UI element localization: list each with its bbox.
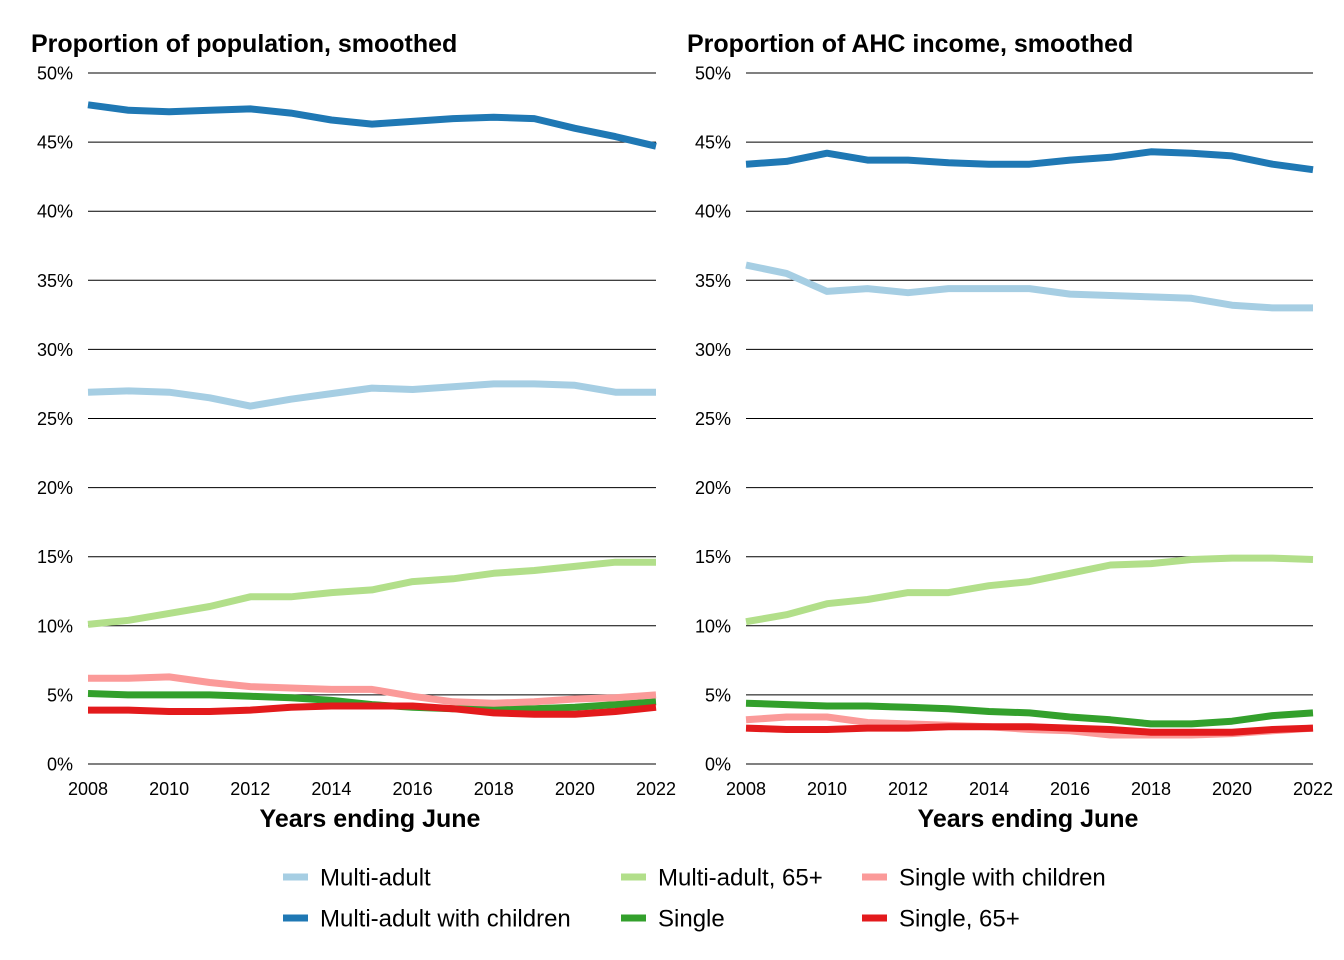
chart-title: Proportion of AHC income, smoothed (687, 30, 1133, 58)
y-axis-ticks: 0% 5% 10% 15% 20% 25% 30% 35% 40% 45% 50% (37, 64, 73, 775)
chart-title: Proportion of population, smoothed (31, 30, 457, 58)
series-line-multi-adult-with-children (87, 101, 657, 150)
y-tick-label: 15% (695, 547, 731, 567)
x-tick-label: 2014 (969, 779, 1009, 799)
x-axis-title: Years ending June (918, 805, 1139, 833)
y-tick-label: 10% (695, 616, 731, 636)
y-tick-label: 35% (37, 271, 73, 291)
y-tick-label: 40% (695, 202, 731, 222)
y-tick-label: 0% (47, 755, 73, 775)
x-tick-label: 2012 (888, 779, 928, 799)
x-axis-title: Years ending June (260, 805, 481, 833)
y-tick-label: 5% (705, 685, 731, 705)
y-tick-label: 50% (695, 64, 731, 84)
x-tick-label: 2022 (1293, 779, 1333, 799)
chart-legend: Multi-adult Multi-adult, 65+ Single with c… (283, 865, 1106, 933)
gridlines (88, 72, 656, 765)
y-tick-label: 15% (37, 547, 73, 567)
y-tick-label: 25% (37, 409, 73, 429)
series-line-single-with-children (88, 673, 657, 707)
x-tick-label: 2008 (726, 779, 766, 799)
x-axis-ticks: 2008 2010 2012 2014 2016 2018 2020 2022 (726, 779, 1333, 799)
y-tick-label: 5% (47, 685, 73, 705)
gridlines (746, 72, 1313, 765)
y-tick-label: 20% (37, 478, 73, 498)
legend-label: Single (658, 906, 725, 933)
x-tick-label: 2020 (555, 779, 595, 799)
x-tick-label: 2014 (311, 779, 351, 799)
legend-label: Single with children (899, 865, 1106, 892)
series-line-single-65 (745, 723, 1314, 736)
x-tick-label: 2022 (636, 779, 676, 799)
series-line-multi-adult (745, 261, 1313, 312)
x-tick-label: 2010 (149, 779, 189, 799)
y-tick-label: 20% (695, 478, 731, 498)
y-tick-label: 0% (705, 755, 731, 775)
x-tick-label: 2018 (1131, 779, 1171, 799)
y-tick-label: 45% (695, 133, 731, 153)
y-tick-label: 25% (695, 409, 731, 429)
y-axis-ticks: 0% 5% 10% 15% 20% 25% 30% 35% 40% 45% 50% (695, 64, 731, 775)
series-line-multi-adult (87, 380, 656, 410)
y-tick-label: 35% (695, 271, 731, 291)
series-line-multi-adult-with-children (745, 148, 1314, 174)
x-tick-label: 2016 (393, 779, 433, 799)
x-tick-label: 2018 (474, 779, 514, 799)
x-tick-label: 2020 (1212, 779, 1252, 799)
x-axis-ticks: 2008 2010 2012 2014 2016 2018 2020 2022 (68, 779, 676, 799)
series-lines (87, 101, 657, 718)
legend-label: Single, 65+ (899, 906, 1020, 933)
series-line-multi-adult-65 (745, 554, 1314, 626)
legend-label: Multi-adult with children (320, 906, 571, 933)
x-tick-label: 2016 (1050, 779, 1090, 799)
y-tick-label: 45% (37, 133, 73, 153)
x-tick-label: 2012 (230, 779, 270, 799)
series-line-single (745, 699, 1314, 728)
y-tick-label: 40% (37, 202, 73, 222)
y-tick-label: 10% (37, 616, 73, 636)
x-tick-label: 2008 (68, 779, 108, 799)
series-lines (745, 148, 1314, 739)
series-line-multi-adult-65 (87, 558, 656, 628)
x-tick-label: 2010 (807, 779, 847, 799)
population-panel: Proportion of population, smoothed 0% 5% 1… (31, 30, 676, 833)
legend-label: Multi-adult (320, 865, 431, 892)
series-line-single-65 (88, 702, 657, 718)
legend-label: Multi-adult, 65+ (658, 865, 823, 892)
y-tick-label: 50% (37, 64, 73, 84)
ahc-income-panel: Proportion of AHC income, smoothed 0% 5% 1… (687, 30, 1333, 833)
y-tick-label: 30% (695, 340, 731, 360)
y-tick-label: 30% (37, 340, 73, 360)
